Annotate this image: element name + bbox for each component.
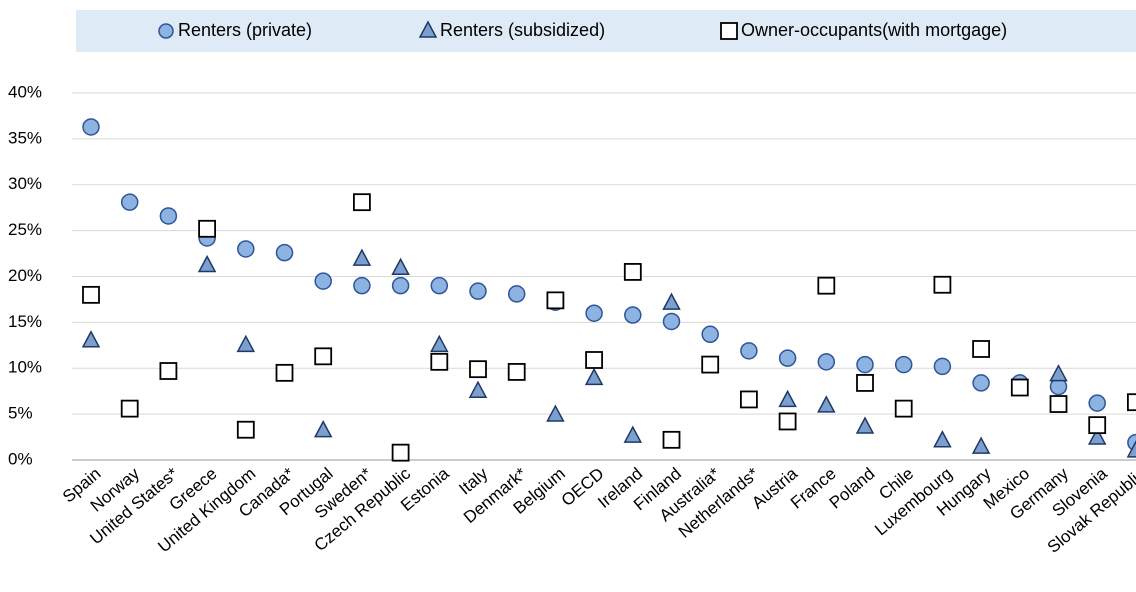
data-point-square [159, 362, 178, 380]
data-point-circle [778, 349, 797, 367]
data-point-triangle [855, 416, 875, 434]
data-point-circle [972, 374, 990, 392]
data-point-circle [740, 342, 758, 360]
data-point-square [817, 276, 836, 295]
data-point-circle [275, 243, 294, 262]
data-point-triangle [236, 334, 256, 353]
data-point-square [430, 352, 449, 371]
data-point-triangle [313, 420, 333, 438]
legend-label: Renters (private) [178, 20, 312, 40]
data-point-square [82, 285, 100, 304]
legend-label: Renters (subsidized) [440, 20, 605, 40]
data-point-circle [430, 276, 449, 295]
data-point-triangle [662, 292, 681, 310]
legend-label: Owner-occupants(with mortgage) [741, 20, 1007, 40]
y-tick-label: 30% [8, 174, 42, 193]
data-point-circle [1088, 394, 1106, 412]
data-point-square [701, 355, 720, 374]
data-point-square [1127, 393, 1136, 412]
data-point-triangle [468, 380, 488, 398]
legend-background [76, 10, 1136, 52]
data-point-triangle [971, 436, 991, 454]
data-point-square [740, 390, 758, 409]
y-tick-label: 0% [8, 449, 33, 468]
data-point-circle [933, 357, 952, 376]
data-point-circle [624, 306, 642, 324]
y-tick-label: 15% [8, 312, 42, 331]
data-point-triangle [197, 254, 217, 273]
y-tick-label: 5% [8, 404, 33, 423]
data-point-square [662, 430, 681, 449]
data-point-square [469, 360, 487, 379]
data-point-triangle [933, 430, 952, 448]
legend-marker [720, 22, 738, 40]
data-point-square [894, 399, 913, 418]
data-point-circle [353, 276, 371, 295]
data-point-square [1088, 416, 1107, 435]
data-point-square [1010, 378, 1029, 397]
data-point-square [1049, 395, 1068, 413]
data-point-circle [894, 355, 913, 374]
data-point-circle [314, 272, 332, 290]
data-point-triangle [817, 395, 836, 413]
data-point-circle [391, 276, 410, 295]
data-point-circle [856, 355, 874, 374]
data-point-circle [237, 240, 255, 258]
data-point-square [236, 420, 255, 439]
y-tick-label: 40% [8, 82, 42, 101]
data-point-square [198, 219, 217, 238]
data-point-square [856, 374, 874, 392]
data-point-triangle [1049, 364, 1068, 382]
data-point-circle [159, 207, 178, 225]
data-point-triangle [584, 367, 604, 386]
legend: Renters (private) Renters (subsidized) Own… [158, 20, 1007, 40]
data-point-triangle [546, 404, 565, 422]
data-point-square [546, 291, 565, 310]
data-point-circle [82, 118, 100, 136]
data-point-square [972, 340, 990, 358]
y-tick-label: 25% [8, 220, 42, 239]
data-point-square [507, 363, 526, 381]
data-point-square [314, 347, 333, 366]
data-point-triangle [81, 330, 101, 348]
data-point-triangle [778, 389, 797, 408]
data-point-square [585, 351, 603, 369]
data-point-circle [817, 353, 836, 371]
data-point-square [391, 443, 410, 462]
y-tick-label: 10% [8, 358, 42, 377]
legend-marker [158, 23, 174, 39]
data-point-circle [120, 193, 139, 211]
data-point-square [778, 412, 797, 431]
data-point-circle [585, 304, 603, 322]
y-tick-label: 20% [8, 266, 42, 285]
data-point-circle [469, 282, 487, 300]
data-point-square [623, 263, 642, 281]
data-point-triangle [623, 425, 643, 443]
legend-marker [418, 20, 438, 38]
data-point-triangle [352, 248, 372, 266]
data-point-square [352, 193, 371, 212]
data-point-circle [507, 285, 526, 303]
data-point-square [120, 399, 139, 418]
data-point-triangle [1087, 427, 1107, 445]
data-point-square [933, 275, 952, 294]
y-tick-label: 35% [8, 128, 42, 147]
data-point-triangle [391, 257, 410, 275]
data-point-circle [662, 312, 681, 331]
data-point-triangle [430, 334, 449, 353]
data-point-circle [701, 325, 719, 344]
data-point-square [275, 363, 294, 382]
